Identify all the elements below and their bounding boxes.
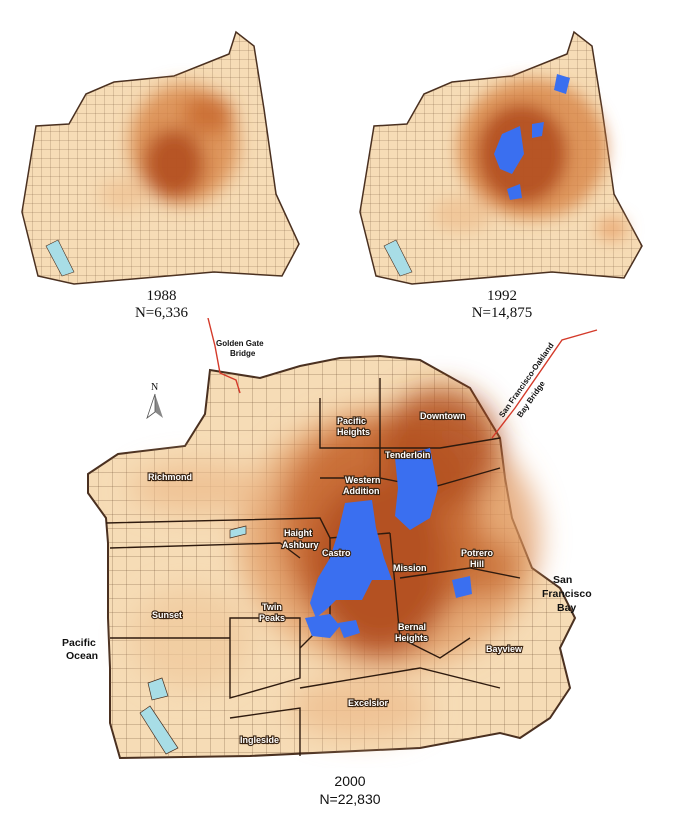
highest-density-2000 (305, 448, 472, 638)
label-haight-ashbury-1: Haight (284, 528, 312, 538)
label-tenderloin: Tenderloin (385, 450, 430, 460)
lakes (139, 525, 247, 755)
label-western-addition-2: Addition (343, 486, 380, 496)
highest-density-1992 (494, 74, 570, 200)
label-potrero-hill-1: Potrero (461, 548, 494, 558)
caption-1992: 1992 N=14,875 (352, 288, 652, 322)
golden-gate-label-1: Golden Gate (216, 339, 264, 348)
bay-bridge-line (491, 329, 598, 439)
golden-gate-label-2: Bridge (230, 349, 256, 358)
map-1992-svg (359, 30, 643, 285)
compass-label: N (151, 382, 158, 393)
map-2000: N Golden Gate Bridge San Francisco-Oakla… (0, 318, 700, 768)
label-twin-peaks-1: Twin (262, 602, 282, 612)
year-1988: 1988 (146, 288, 177, 304)
label-richmond: Richmond (148, 472, 192, 482)
n-2000: N=22,830 (319, 791, 381, 807)
n-1988: N=6,336 (134, 305, 189, 321)
label-pacific-heights-1: Pacific (337, 416, 366, 426)
map-1988: 1988 N=6,336 (14, 14, 309, 321)
label-bernal-heights-2: Heights (395, 633, 428, 643)
caption-1988: 1988 N=6,336 (14, 288, 309, 322)
year-2000: 2000 (334, 773, 366, 789)
label-bayview: Bayview (486, 644, 523, 654)
density-1988 (99, 84, 239, 209)
water-1988 (45, 239, 75, 277)
label-castro: Castro (322, 548, 351, 558)
label-potrero-hill-2: Hill (470, 559, 484, 569)
year-1992: 1992 (487, 288, 517, 304)
water-1992 (383, 239, 413, 277)
label-mission: Mission (393, 563, 427, 573)
bridges (207, 318, 598, 439)
n-1992: N=14,875 (471, 305, 533, 321)
label-sf-bay-3: Bay (557, 602, 576, 614)
label-bernal-heights-1: Bernal (398, 622, 426, 632)
label-pacific-heights-2: Heights (337, 427, 370, 437)
label-pacific-ocean-1: Pacific (62, 637, 96, 649)
map-2000-svg: N Golden Gate Bridge San Francisco-Oakla… (62, 318, 598, 760)
compass-rose: N (146, 382, 163, 420)
map-1992: 1992 N=14,875 (352, 14, 652, 321)
caption-2000: 2000 N=22,830 (250, 772, 450, 808)
label-sf-bay-2: Francisco (542, 588, 592, 600)
label-excelsior: Excelsior (348, 698, 389, 708)
map-1988-svg (21, 30, 300, 285)
label-western-addition-1: Western (345, 475, 380, 485)
label-twin-peaks-2: Peaks (259, 613, 285, 623)
label-ingleside: Ingleside (240, 735, 279, 745)
label-sunset: Sunset (152, 610, 182, 620)
label-pacific-ocean-2: Ocean (66, 650, 98, 662)
label-sf-bay-1: San (553, 574, 572, 586)
label-haight-ashbury-2: Ashbury (282, 540, 319, 550)
label-downtown: Downtown (420, 411, 466, 421)
golden-gate-bridge-line (207, 318, 241, 394)
